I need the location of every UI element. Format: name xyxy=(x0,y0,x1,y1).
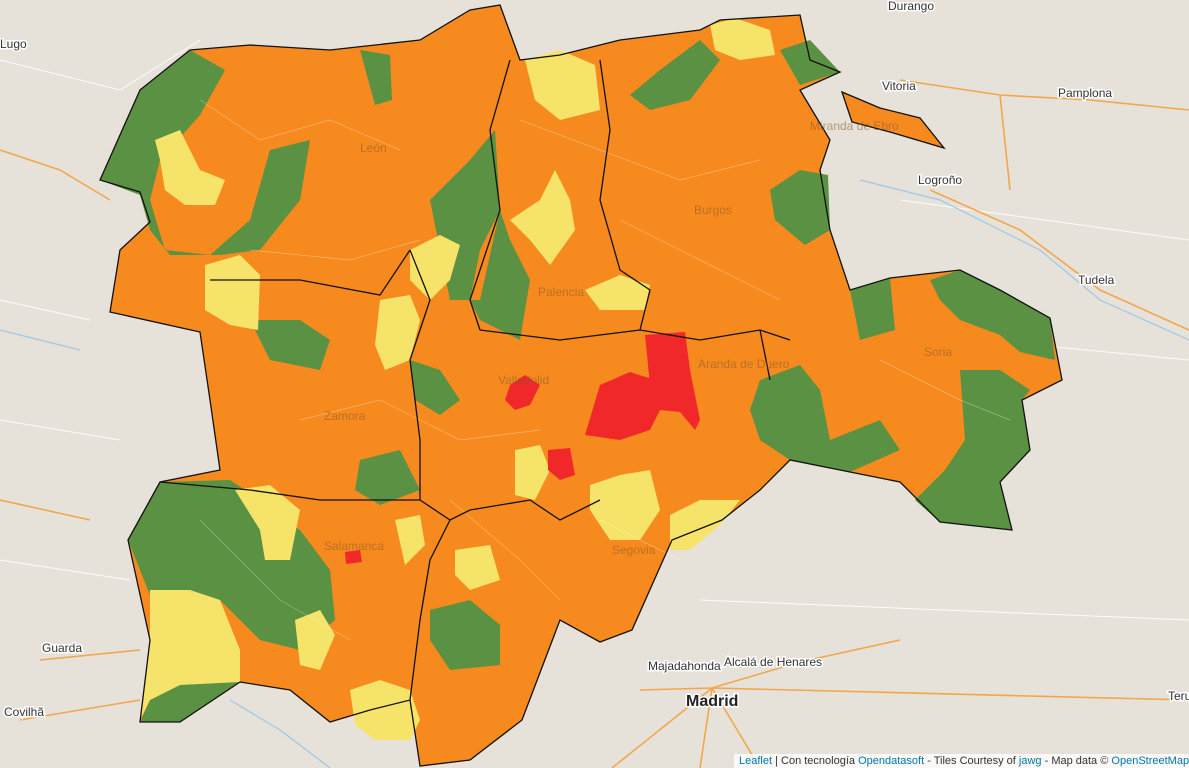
opendatasoft-link[interactable]: Opendatasoft xyxy=(858,755,925,767)
river xyxy=(0,179,1189,768)
region-label: León xyxy=(360,141,387,155)
region-label: Soria xyxy=(924,345,952,359)
region-label: Salamanca xyxy=(324,539,384,553)
zone-green xyxy=(128,40,1055,722)
place-label: Logroño xyxy=(918,173,962,187)
province-border xyxy=(99,4,1063,767)
place-label: Teruel xyxy=(1168,689,1189,703)
region-label: Miranda de Ebro xyxy=(810,119,899,133)
region-label: Segovia xyxy=(612,543,656,557)
leaflet-link[interactable]: Leaflet xyxy=(739,755,773,767)
zone-red xyxy=(345,332,700,564)
place-label: Madrid xyxy=(686,693,738,710)
region-label: Valladolid xyxy=(498,373,549,387)
place-label: Guarda xyxy=(42,641,82,655)
place-label: Alcalá de Henares xyxy=(724,655,822,669)
place-label: Durango xyxy=(888,0,934,13)
zone-yellow xyxy=(140,18,775,740)
zone-green xyxy=(100,50,310,255)
place-label: Tudela xyxy=(1078,273,1115,287)
place-label: Pamplona xyxy=(1058,86,1112,100)
place-label: Vitoria xyxy=(882,79,916,93)
place-labels: Lugo Durango Vitoria Pamplona Logroño Tu… xyxy=(0,0,1189,721)
region-labels: León Palencia Burgos Miranda de Ebro Zam… xyxy=(324,119,952,557)
jawg-link[interactable]: jawg xyxy=(1018,755,1042,767)
attribution-text: - Tiles Courtesy of xyxy=(927,755,1016,767)
place-label: Covilhã xyxy=(4,705,44,719)
place-label: Majadahonda xyxy=(648,659,721,673)
boundaries xyxy=(99,4,1063,767)
osm-link[interactable]: OpenStreetMap xyxy=(1111,755,1189,767)
region-label: Palencia xyxy=(538,285,584,299)
region-fills xyxy=(100,5,1062,766)
attribution: Leaflet | Con tecnología Opendatasoft - … xyxy=(734,754,1189,768)
region-label: Burgos xyxy=(694,203,732,217)
exclave xyxy=(842,92,944,148)
municipal-line xyxy=(199,99,1011,641)
place-label: Lugo xyxy=(0,37,27,51)
region-label: Aranda de Duero xyxy=(698,357,790,371)
attribution-text: - Map data © xyxy=(1044,755,1109,767)
region-label: Zamora xyxy=(324,409,366,423)
highway xyxy=(0,79,1189,768)
attribution-text: | Con tecnología xyxy=(775,755,856,767)
